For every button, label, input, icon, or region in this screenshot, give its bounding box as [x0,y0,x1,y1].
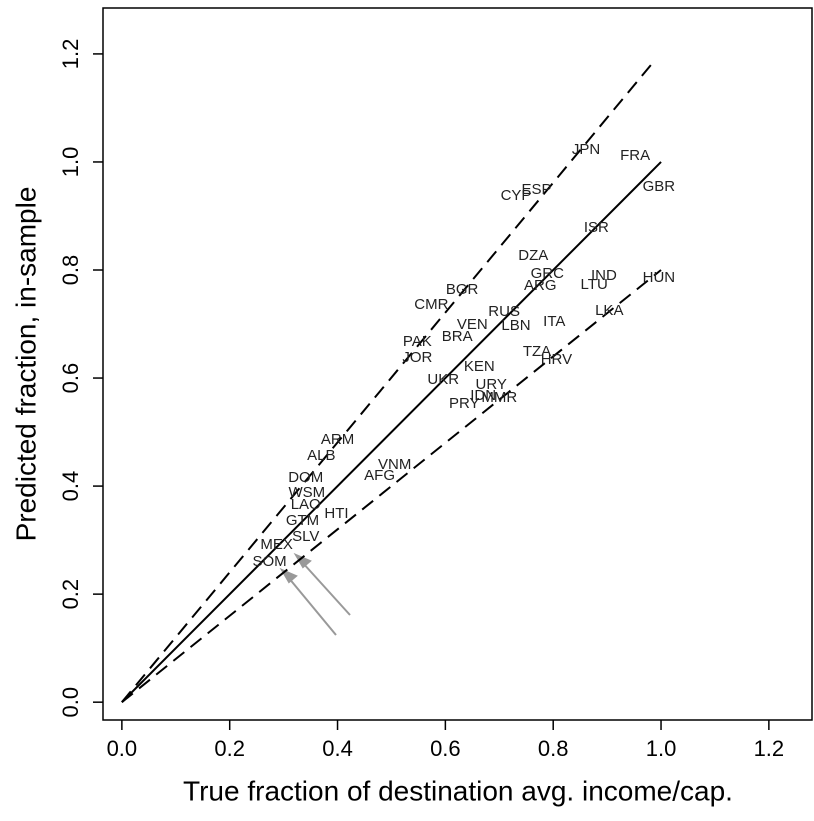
point-label: DOM [288,469,323,486]
point-label: URY [475,376,506,393]
point-label: JPN [572,141,600,158]
x-tick-label: 0.6 [430,736,461,761]
reference-line [121,269,662,703]
point-label: KEN [464,358,495,375]
point-label: VNM [378,456,411,473]
point-label: ISR [584,219,609,236]
point-label: AFG [364,467,395,484]
x-tick-label: 1.0 [646,736,677,761]
plot-frame [102,7,813,721]
point-label: ESP [521,181,551,198]
point-label: IDN [470,387,496,404]
x-tick-label: 0.4 [322,736,353,761]
y-tick-label: 0.8 [58,255,83,286]
point-label: ARG [524,277,557,294]
point-label: LKA [595,302,623,319]
point-label: PRY [449,395,480,412]
y-tick-label: 0.4 [58,471,83,502]
arrowhead [279,567,298,584]
y-axis-label: Predicted fraction, in-sample [10,187,41,542]
point-label: SOM [253,553,287,570]
point-label: VEN [457,316,488,333]
point-label: MMR [481,389,517,406]
point-label: CYP [501,187,532,204]
point-label: BRA [442,328,473,345]
point-label: LAO [291,496,321,513]
point-label: HUN [643,269,676,286]
point-label: WSM [288,484,325,501]
reference-line [121,161,662,703]
point-label: JOR [402,349,432,366]
point-label: PAK [403,333,432,350]
point-label: ALB [307,447,335,464]
y-tick-label: 0.2 [58,579,83,610]
x-tick-label: 0.8 [538,736,569,761]
point-label: IND [591,267,617,284]
point-label: HRV [541,351,572,368]
y-tick-label: 1.2 [58,39,83,70]
arrow [287,576,337,636]
point-label: LBN [501,317,530,334]
point-label: FRA [620,147,650,164]
x-tick-label: 1.2 [754,736,785,761]
point-label: DZA [518,247,548,264]
y-tick-label: 0.6 [58,363,83,394]
arrows [279,552,351,636]
y-tick-label: 1.0 [58,147,83,178]
point-label: GRC [531,265,565,282]
point-label: ARM [321,431,354,448]
point-label: CMR [414,296,448,313]
point-label: LTU [581,276,608,293]
arrow [301,561,351,616]
point-label: MEX [260,536,293,553]
point-label: TZA [523,343,551,360]
point-label: GBR [643,178,676,195]
point-label: GTM [286,512,319,529]
x-tick-label: 0.2 [214,736,245,761]
point-label: SLV [292,528,319,545]
point-label: BGR [446,281,479,298]
point-label: ITA [543,313,565,330]
point-label: HTI [324,505,348,522]
reference-line [121,58,657,703]
x-axis-label: True fraction of destination avg. income… [183,775,733,806]
y-tick-label: 0.0 [58,687,83,718]
x-tick-label: 0.0 [107,736,138,761]
point-label: RUS [488,303,520,320]
point-label: UKR [427,371,459,388]
